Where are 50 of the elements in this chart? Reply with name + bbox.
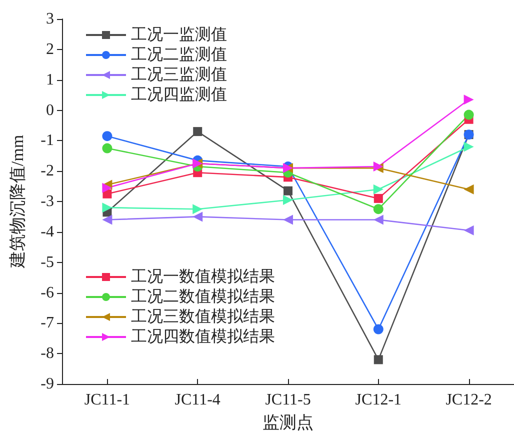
point bbox=[102, 131, 112, 142]
point bbox=[193, 127, 202, 136]
point bbox=[464, 110, 474, 120]
legend-label: 工况二监测值 bbox=[131, 46, 227, 64]
point bbox=[464, 225, 474, 236]
point bbox=[464, 142, 474, 152]
y-tick-label: 0 bbox=[46, 102, 54, 119]
legend-label: 工况四监测值 bbox=[131, 86, 227, 104]
point bbox=[102, 202, 112, 213]
y-tick-label: -8 bbox=[40, 345, 54, 362]
point bbox=[102, 143, 112, 154]
y-tick-label: 2 bbox=[46, 40, 54, 58]
x-tick-label: JC12-1 bbox=[355, 392, 402, 408]
point bbox=[373, 184, 384, 194]
point bbox=[192, 204, 203, 214]
point bbox=[373, 214, 384, 225]
point bbox=[374, 194, 383, 203]
legend-label: 工况一监测值 bbox=[131, 26, 227, 44]
y-tick-label: 1 bbox=[46, 71, 54, 88]
point bbox=[373, 324, 384, 334]
x-tick-label: JC11-1 bbox=[84, 392, 130, 408]
x-tick-label: JC12-2 bbox=[446, 392, 492, 408]
y-tick-label: -6 bbox=[40, 284, 54, 302]
legend-label: 工况四数值模拟结果 bbox=[131, 328, 275, 346]
point bbox=[283, 214, 293, 225]
point bbox=[102, 214, 112, 225]
legend-label: 工况一数值模拟结果 bbox=[131, 268, 275, 286]
legend-label: 工况三数值模拟结果 bbox=[131, 308, 275, 326]
point bbox=[464, 184, 474, 194]
x-tick-label: JC11-4 bbox=[174, 392, 220, 408]
y-tick-label: -5 bbox=[40, 254, 54, 271]
y-tick-label: -4 bbox=[40, 223, 54, 240]
x-axis-title: 监测点 bbox=[262, 413, 314, 432]
y-axis-title: 建筑物沉降值/mm bbox=[8, 134, 27, 270]
y-tick-label: -7 bbox=[40, 314, 54, 332]
point bbox=[374, 355, 383, 364]
legend-label: 工况三监测值 bbox=[131, 66, 227, 84]
point bbox=[373, 204, 384, 214]
y-tick-label: -1 bbox=[40, 132, 54, 150]
legend-label: 工况二数值模拟结果 bbox=[131, 288, 275, 306]
point bbox=[102, 182, 112, 193]
y-tick-label: -9 bbox=[40, 376, 54, 392]
y-tick-label: -2 bbox=[40, 162, 54, 180]
point bbox=[283, 194, 293, 205]
y-tick-label: -3 bbox=[40, 193, 54, 210]
point bbox=[192, 212, 203, 222]
x-tick-label: JC11-5 bbox=[265, 392, 311, 408]
y-tick-label: 3 bbox=[46, 10, 54, 28]
point bbox=[284, 186, 292, 196]
point bbox=[464, 94, 474, 105]
